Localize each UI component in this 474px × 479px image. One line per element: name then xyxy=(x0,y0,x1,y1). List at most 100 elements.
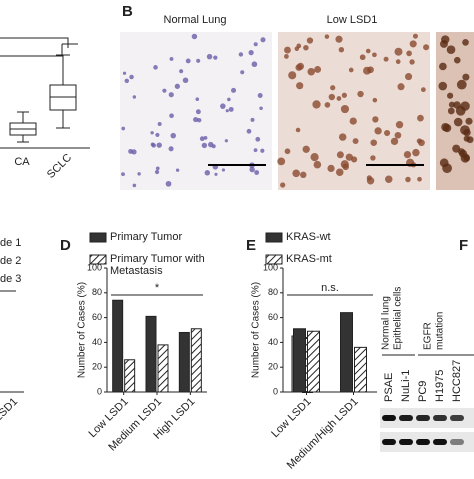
nucleus xyxy=(439,158,449,168)
nucleus xyxy=(310,153,319,162)
legend-label-box: Primary Tumor with Metastasis xyxy=(110,253,205,277)
nucleus xyxy=(462,73,470,81)
nucleus xyxy=(231,87,237,93)
nucleus xyxy=(412,148,420,157)
bar xyxy=(112,299,124,393)
nucleus xyxy=(345,153,353,161)
panel-letter: F xyxy=(459,237,468,254)
nucleus xyxy=(201,142,208,149)
nucleus xyxy=(196,118,202,123)
nucleus xyxy=(224,139,228,143)
blot-band xyxy=(450,439,464,445)
nucleus xyxy=(175,168,180,172)
nucleus xyxy=(447,92,454,99)
nucleus xyxy=(238,52,244,57)
nucleus xyxy=(365,48,371,54)
category-label: CA xyxy=(14,156,30,168)
nucleus xyxy=(204,170,211,176)
panel-letter: E xyxy=(246,237,256,254)
bar xyxy=(307,330,320,393)
bar xyxy=(124,359,136,393)
nucleus xyxy=(370,155,376,161)
nucleus xyxy=(137,172,141,176)
legend-label: Primary Tumor with Metastasis xyxy=(110,253,205,277)
nucleus xyxy=(409,59,415,65)
nucleus xyxy=(403,150,412,159)
nucleus xyxy=(168,92,174,98)
nucleus xyxy=(405,176,411,183)
y-tick-label: 100 xyxy=(263,262,278,272)
legend-swatch xyxy=(265,232,283,243)
y-tick-label: 0 xyxy=(97,386,102,396)
blot-band xyxy=(382,415,396,421)
blot-band xyxy=(416,415,430,421)
nucleus xyxy=(328,93,336,101)
box-plot xyxy=(49,54,77,129)
nucleus xyxy=(459,149,468,158)
nucleus xyxy=(153,65,158,70)
nucleus xyxy=(228,106,234,112)
nucleus xyxy=(154,169,160,175)
legend-label: Primary Tumor xyxy=(110,231,183,243)
nucleus xyxy=(462,39,469,46)
nucleus xyxy=(284,53,289,59)
bar xyxy=(340,312,353,393)
box-plot xyxy=(9,111,37,143)
nucleus xyxy=(341,92,347,98)
nucleus xyxy=(195,97,200,102)
y-tick-label: 20 xyxy=(268,362,278,372)
nucleus xyxy=(342,163,350,171)
nucleus xyxy=(168,146,174,152)
bar xyxy=(157,344,169,393)
nucleus xyxy=(253,42,258,47)
nucleus xyxy=(327,164,335,172)
nucleus xyxy=(366,177,375,185)
nucleus xyxy=(155,132,160,138)
significance-label: n.s. xyxy=(321,282,339,294)
nucleus xyxy=(352,138,359,145)
nucleus xyxy=(206,53,213,60)
panel-letter: D xyxy=(60,237,71,254)
nucleus xyxy=(208,141,214,148)
micrograph xyxy=(120,32,272,190)
nucleus xyxy=(253,148,258,153)
nucleus xyxy=(460,101,470,111)
nucleus xyxy=(214,172,218,176)
y-tick-label: 60 xyxy=(92,312,102,322)
y-tick-label: 100 xyxy=(87,262,102,272)
nucleus xyxy=(280,182,286,188)
nucleus xyxy=(295,127,301,133)
panel-f: F Normal lung Epithelial cells EGFR mutatio… xyxy=(380,237,474,452)
nucleus xyxy=(420,87,426,93)
category-label: SCLC xyxy=(45,152,74,181)
group-label: Epithelial cells xyxy=(393,287,404,350)
lane-label: HCC827 xyxy=(451,360,463,402)
nucleus xyxy=(336,151,344,159)
legend-label: de 3 xyxy=(0,273,21,285)
nucleus xyxy=(185,58,191,64)
bar xyxy=(145,315,157,393)
nucleus xyxy=(417,114,424,122)
lane-label: PC9 xyxy=(417,381,429,402)
nucleus xyxy=(438,81,448,91)
panel-a: CA SCLC xyxy=(0,37,90,181)
panel-b: B Normal Lung Low LSD1 xyxy=(120,3,474,190)
y-axis-label: Number of Cases (%) xyxy=(251,282,262,378)
lane-label: H1975 xyxy=(434,370,446,402)
nucleus xyxy=(338,133,347,141)
nucleus xyxy=(372,116,379,123)
legend-swatch xyxy=(265,254,283,265)
nucleus xyxy=(463,128,471,137)
nucleus xyxy=(260,37,266,43)
nucleus xyxy=(448,101,455,108)
nucleus xyxy=(191,33,198,40)
nucleus xyxy=(240,70,245,75)
nucleus xyxy=(348,67,354,73)
nucleus xyxy=(203,136,208,140)
nucleus xyxy=(227,97,231,102)
nucleus xyxy=(259,106,263,111)
nucleus xyxy=(447,107,455,115)
